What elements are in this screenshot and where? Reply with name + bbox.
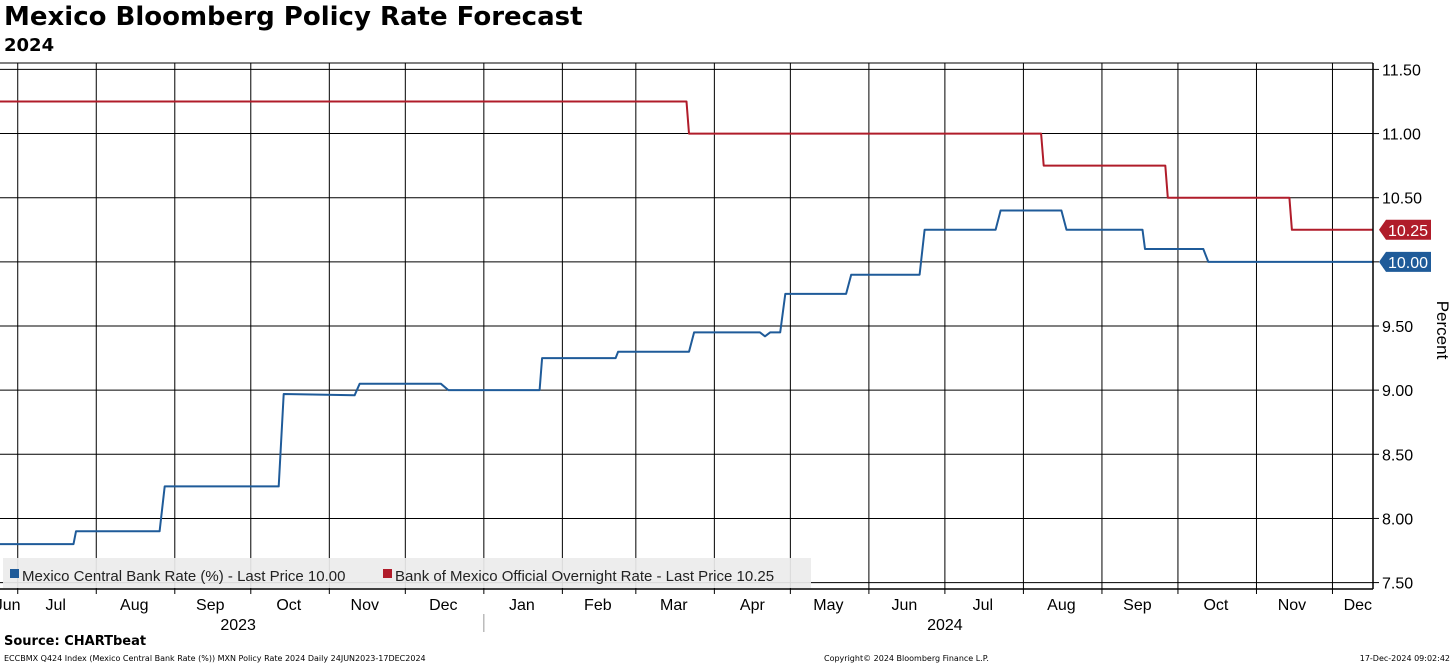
x-tick-label: May [813, 597, 843, 614]
grid-layer [0, 63, 1373, 589]
legend-label-2: Bank of Mexico Official Overnight Rate -… [395, 568, 774, 585]
series-line-1 [0, 209, 1373, 546]
y-tick-label: 8.50 [1382, 447, 1413, 464]
axes: 11.50 11.00 10.50 10.00 9.50 9.00 8.50 8.00 7.50… [0, 62, 1431, 634]
y-tick-label: 7.50 [1382, 576, 1413, 593]
legend: Mexico Central Bank Rate (%) - Last Pric… [3, 558, 811, 588]
last-value-flag-1 [1379, 251, 1431, 272]
legend-swatch-2 [383, 569, 392, 578]
y-tick-label: 9.50 [1382, 319, 1413, 336]
y-tick-label: 10.50 [1382, 191, 1422, 208]
legend-swatch-1 [10, 569, 19, 578]
x-year-label: 2023 [220, 617, 256, 634]
y-tick-label: 11.50 [1382, 62, 1421, 79]
y-tick-label: 8.00 [1382, 511, 1413, 528]
x-tick-label: Nov [351, 597, 379, 614]
x-tick-label: Nov [1278, 597, 1306, 614]
legend-box [3, 558, 811, 588]
x-tick-label: Jun [0, 597, 20, 614]
x-tick-label: Aug [120, 597, 148, 614]
x-tick-label: Mar [660, 597, 688, 614]
y-tick-label: 11.00 [1382, 127, 1421, 144]
x-tick-label: Oct [276, 597, 301, 614]
footer-timestamp: 17-Dec-2024 09:02:42 [1359, 654, 1450, 663]
chart-subtitle: 2024 [4, 35, 55, 56]
y-axis-label: Percent [1433, 301, 1452, 360]
x-tick-label: Sep [1123, 597, 1152, 614]
x-tick-label: Dec [1344, 597, 1372, 614]
footer-ticker-info: ECCBMX Q424 Index (Mexico Central Bank R… [4, 654, 426, 663]
x-tick-label: Apr [740, 597, 766, 614]
x-year-label: 2024 [927, 617, 963, 634]
x-tick-label: Jun [891, 597, 917, 614]
legend-label-1: Mexico Central Bank Rate (%) - Last Pric… [22, 568, 345, 585]
series-line-2 [0, 100, 1373, 231]
last-value-label-1: 10.00 [1388, 255, 1428, 272]
footer-copyright: Copyright© 2024 Bloomberg Finance L.P. [824, 654, 989, 663]
last-value-label-2: 10.25 [1388, 223, 1428, 240]
chart-title: Mexico Bloomberg Policy Rate Forecast [4, 2, 583, 32]
series-layer [0, 100, 1373, 546]
x-tick-label: Aug [1047, 597, 1075, 614]
x-tick-label: Jul [46, 597, 66, 614]
source-label: Source: CHARTbeat [4, 634, 147, 649]
x-tick-label: Feb [584, 597, 612, 614]
x-tick-label: Jan [509, 597, 535, 614]
x-tick-label: Oct [1203, 597, 1228, 614]
x-tick-label: Jul [973, 597, 993, 614]
last-value-flag-2 [1379, 219, 1431, 240]
y-tick-label: 9.00 [1382, 383, 1413, 400]
x-tick-label: Dec [429, 597, 457, 614]
x-tick-label: Sep [196, 597, 225, 614]
